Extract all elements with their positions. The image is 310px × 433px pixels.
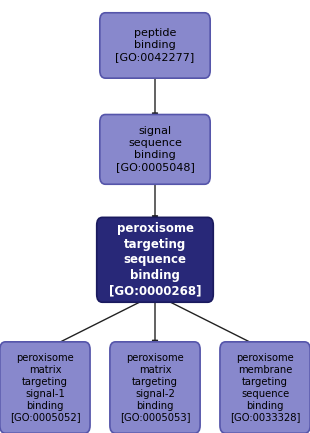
- FancyBboxPatch shape: [110, 342, 200, 433]
- Text: peroxisome
membrane
targeting
sequence
binding
[GO:0033328]: peroxisome membrane targeting sequence b…: [230, 352, 300, 423]
- Text: peroxisome
matrix
targeting
signal-2
binding
[GO:0005053]: peroxisome matrix targeting signal-2 bin…: [120, 352, 190, 423]
- FancyBboxPatch shape: [97, 217, 213, 302]
- FancyBboxPatch shape: [100, 13, 210, 78]
- FancyBboxPatch shape: [0, 342, 90, 433]
- FancyBboxPatch shape: [100, 115, 210, 184]
- Text: peroxisome
matrix
targeting
signal-1
binding
[GO:0005052]: peroxisome matrix targeting signal-1 bin…: [10, 352, 80, 423]
- Text: peptide
binding
[GO:0042277]: peptide binding [GO:0042277]: [115, 29, 195, 62]
- Text: signal
sequence
binding
[GO:0005048]: signal sequence binding [GO:0005048]: [116, 126, 194, 172]
- FancyBboxPatch shape: [220, 342, 310, 433]
- Text: peroxisome
targeting
sequence
binding
[GO:0000268]: peroxisome targeting sequence binding [G…: [109, 222, 201, 297]
